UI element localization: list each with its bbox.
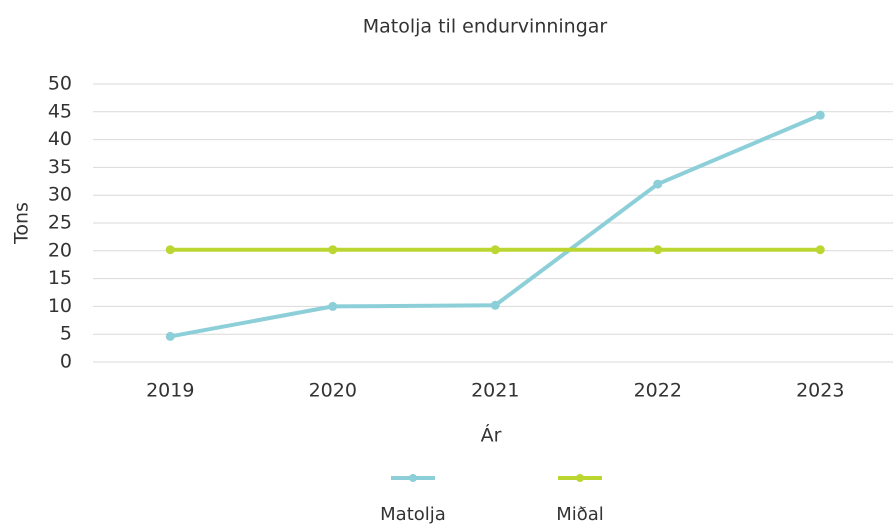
point: [653, 245, 663, 255]
legend-label: Matolja: [380, 504, 446, 525]
x-tick-label: 2023: [796, 380, 844, 402]
legend-label: Miðal: [556, 504, 604, 525]
y-tick-label: 15: [48, 267, 72, 289]
y-tick-label: 10: [48, 295, 72, 317]
legend-marker: [576, 474, 584, 482]
chart-title: Matolja til endurvinningar: [363, 16, 608, 38]
point: [328, 245, 338, 255]
y-tick-label: 30: [48, 184, 72, 206]
y-tick-label: 0: [60, 351, 72, 373]
y-tick-label: 50: [48, 73, 72, 95]
y-tick-label: 35: [48, 156, 72, 178]
y-tick-label: 40: [48, 128, 72, 150]
point: [490, 245, 500, 255]
x-tick-label: 2022: [634, 380, 682, 402]
point: [165, 331, 175, 341]
x-axis-label: Ár: [481, 424, 502, 447]
x-tick-label: 2020: [309, 380, 357, 402]
x-tick-label: 2019: [146, 380, 194, 402]
x-tick-label: 2021: [471, 380, 519, 402]
point: [815, 245, 825, 255]
point: [653, 179, 663, 189]
point: [490, 300, 500, 310]
point: [815, 110, 825, 120]
y-tick-label: 25: [48, 212, 72, 234]
y-tick-label: 20: [48, 239, 72, 261]
legend-marker: [409, 474, 417, 482]
point: [165, 245, 175, 255]
point: [328, 301, 338, 311]
y-tick-label: 45: [48, 100, 72, 122]
y-axis-label: Tons: [11, 202, 33, 245]
y-tick-label: 5: [60, 323, 72, 345]
